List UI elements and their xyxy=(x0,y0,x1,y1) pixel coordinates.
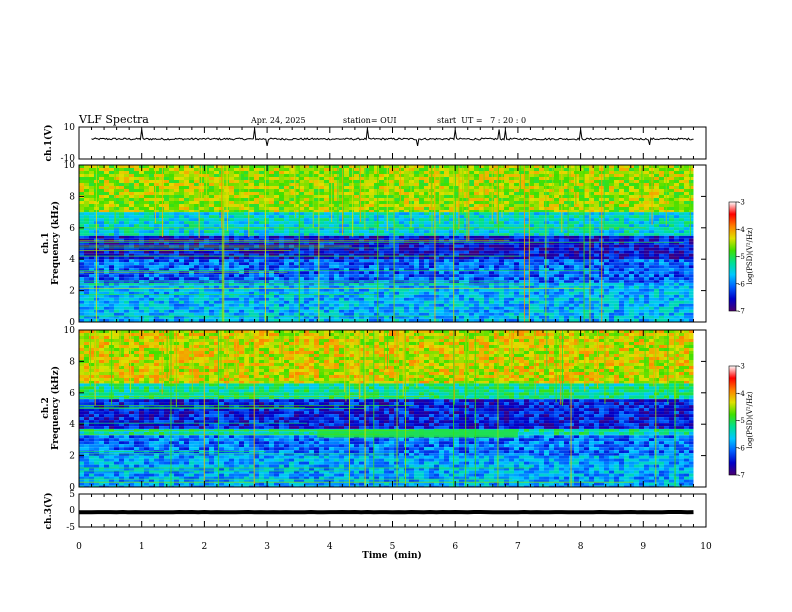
time-tick-label: 9 xyxy=(640,542,646,552)
ch1-spectrogram-panel: 0 2 4 6 8 10 ch.1 Frequency (kHz) xyxy=(41,161,707,328)
spec1-ytick: 0 xyxy=(69,318,75,328)
time-tick-label: 3 xyxy=(264,542,270,552)
spec2-ytick: 4 xyxy=(69,420,75,430)
ch1-spectrogram-ylabel-channel: ch.1 xyxy=(41,232,51,253)
ch2-spectrogram-ylabel-channel: ch.2 xyxy=(41,397,51,418)
time-tick-label: 0 xyxy=(76,542,82,552)
ch1-colorbar-gradient xyxy=(728,201,737,312)
cb1-ticks-tick: -6 xyxy=(738,280,745,288)
time-tick-label: 7 xyxy=(515,542,521,552)
spec2-ytick: 8 xyxy=(69,357,75,367)
spec2-ytick: 10 xyxy=(64,326,76,336)
time-tick-label: 4 xyxy=(327,542,333,552)
ch3-waveform-panel: 5 0 -5 ch.3(V) xyxy=(43,490,707,533)
time-tick-label: 5 xyxy=(390,542,396,552)
time-tick-label: 6 xyxy=(452,542,458,552)
time-axis-label: Time (min) xyxy=(362,550,422,561)
ch1-spectrogram-image xyxy=(79,165,694,323)
time-axis-labels: 0 1 2 3 4 5 6 7 8 9 10 xyxy=(76,542,712,552)
ch1-waveform-ylabel: ch.1(V) xyxy=(43,125,54,162)
cb2-ticks-tick: -3 xyxy=(738,363,745,371)
ch2-colorbar-gradient xyxy=(728,365,737,476)
ch2-spectrogram-panel: 0 2 4 6 8 10 ch.2 Frequency (kHz) xyxy=(41,326,707,493)
ch1-waveform-panel: 10 -10 ch.1(V) xyxy=(43,123,707,164)
spec2-ytick: 2 xyxy=(69,452,75,462)
ch3-ytick-middle: 0 xyxy=(69,506,75,516)
ch1-colorbar-label: log(PSD)(V²/Hz) xyxy=(746,227,754,284)
cb2-ticks-tick: -7 xyxy=(738,472,745,480)
figure-title: VLF Spectra xyxy=(78,113,149,126)
ch3-waveform-ylabel: ch.3(V) xyxy=(43,493,54,530)
station-label: station= OUI xyxy=(343,116,397,125)
time-tick-label: 8 xyxy=(578,542,584,552)
spec1-ytick: 8 xyxy=(69,192,75,202)
spec1-ytick: 6 xyxy=(69,224,75,234)
ch3-ytick-bottom: -5 xyxy=(66,523,75,533)
cb1-ticks-tick: -7 xyxy=(738,308,745,316)
cb1-ticks-tick: -4 xyxy=(738,226,745,234)
cb1-ticks-tick: -5 xyxy=(738,253,745,261)
cb2-ticks-tick: -4 xyxy=(738,390,745,398)
ch1-colorbar: -3 -4 -5 -6 -7 log(PSD)(V²/Hz) xyxy=(728,199,754,316)
spec1-ytick: 10 xyxy=(64,161,76,171)
time-tick-label: 2 xyxy=(202,542,208,552)
ch2-colorbar: -3 -4 -5 -6 -7 log(PSD)(V²/Hz) xyxy=(728,363,754,480)
cb1-ticks-tick: -3 xyxy=(738,199,745,207)
ch2-spectrogram-ylabel-frequency: Frequency (kHz) xyxy=(50,366,61,450)
ch2-spectrogram-image xyxy=(79,330,694,487)
time-axis-ticks xyxy=(78,127,707,527)
ch1-ytick-top: 10 xyxy=(64,123,76,133)
ch1-ytick-bottom: -10 xyxy=(61,154,76,164)
ch2-colorbar-label: log(PSD)(V²/Hz) xyxy=(746,391,754,448)
spec2-ytick: 0 xyxy=(69,483,75,493)
start-ut-label: start UT = 7 : 20 : 0 xyxy=(437,116,526,125)
cb2-ticks-tick: -6 xyxy=(738,444,745,452)
time-tick-label: 1 xyxy=(139,542,145,552)
ch3-ytick-top: 5 xyxy=(69,490,75,500)
time-tick-label: 10 xyxy=(700,542,712,552)
date-label: Apr. 24, 2025 xyxy=(250,116,306,125)
spec1-ytick: 2 xyxy=(69,287,75,297)
ch1-spectrogram-ylabel-frequency: Frequency (kHz) xyxy=(50,201,61,285)
ch1-waveform-line xyxy=(91,128,694,147)
spec1-ytick: 4 xyxy=(69,255,75,265)
spec2-ytick: 6 xyxy=(69,389,75,399)
cb2-ticks-tick: -5 xyxy=(738,417,745,425)
